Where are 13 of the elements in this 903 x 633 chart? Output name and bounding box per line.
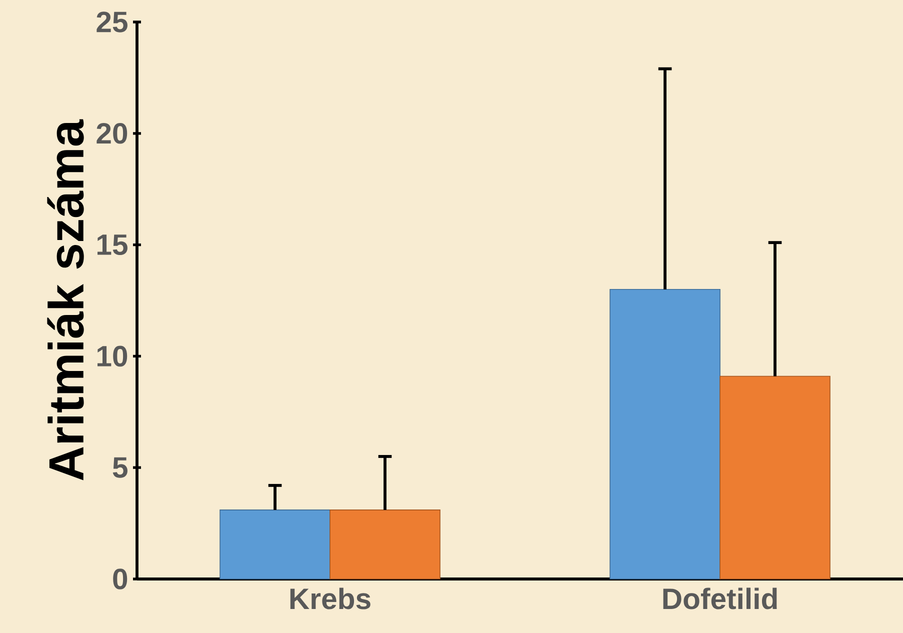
y-tick-label: 0 <box>113 568 128 590</box>
bar <box>720 376 830 580</box>
y-axis-title: Aritmiák száma <box>47 119 84 480</box>
y-tick-label: 5 <box>112 457 128 478</box>
bar <box>220 510 330 580</box>
bar <box>330 510 440 580</box>
y-tick-label: 25 <box>96 12 128 32</box>
x-tick-label: Dofetilid <box>663 588 777 610</box>
y-tick-label: 10 <box>98 346 128 367</box>
y-tick-label: 20 <box>96 123 128 144</box>
bar <box>610 288 720 580</box>
y-tick-label: 15 <box>98 234 128 256</box>
x-tick-label: Krebs <box>290 588 370 610</box>
